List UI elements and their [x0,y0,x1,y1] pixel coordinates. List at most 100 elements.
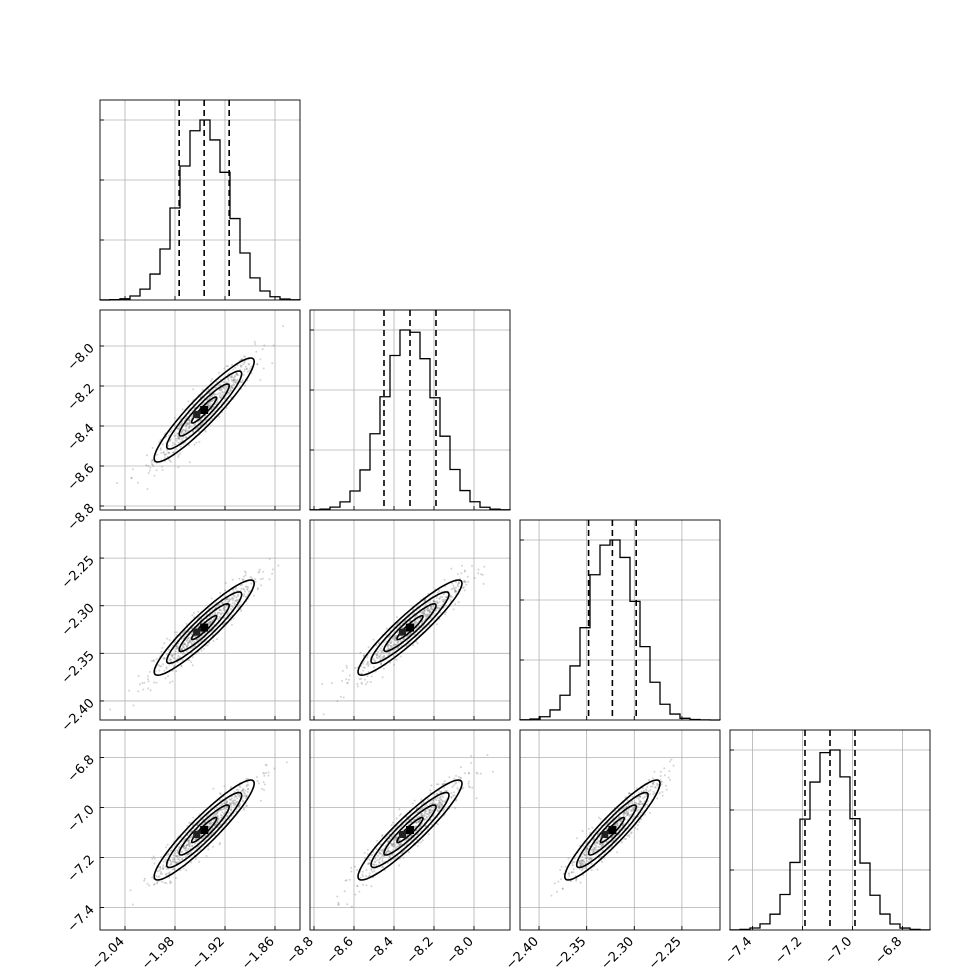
sample-point [188,425,191,427]
sample-point [625,810,628,813]
sample-point [456,573,459,576]
sample-point [356,683,359,685]
sample-point [271,572,274,575]
sample-point [196,426,199,429]
sample-point [223,391,226,394]
sample-point [173,416,176,419]
sample-point [455,781,458,784]
sample-point [455,590,458,593]
sample-point [232,804,235,807]
sample-point [628,792,631,795]
sample-point [626,813,629,816]
sample-point [188,659,191,662]
sample-point [208,404,211,407]
sample-point [433,793,436,796]
sample-point [187,400,190,403]
sample-point [188,640,191,643]
sample-point [176,647,179,650]
sample-point [256,588,259,591]
sample-point [243,588,246,591]
sample-point [185,649,188,652]
sample-point [155,875,158,878]
sample-point [177,436,180,439]
sample-point [212,393,215,396]
sample-point [589,856,592,859]
sample-point [245,777,248,780]
sample-point [174,443,177,446]
sample-point [348,878,351,881]
sample-point [451,785,454,788]
sample-point [180,648,182,651]
sample-point [181,429,184,432]
sample-point [167,451,170,454]
sample-point [178,845,181,848]
sample-point [192,816,195,819]
sample-point [354,666,357,669]
sample-point [225,801,228,804]
sample-point [244,595,247,598]
sample-point [438,597,441,600]
sample-point [215,380,218,383]
sample-point [231,384,234,387]
sample-point [458,780,461,783]
sample-point [388,652,391,655]
sample-point [392,649,395,652]
sample-point [356,685,359,688]
sample-point [179,433,182,436]
sample-point [396,647,399,650]
sample-point [581,859,584,862]
sample-point [151,459,154,461]
sample-point [392,644,395,647]
sample-point [162,451,165,454]
sample-point [189,639,192,642]
sample-point [234,366,237,369]
sample-point [445,596,448,598]
sample-point [171,444,174,447]
sample-point [435,623,438,626]
sample-point [175,670,178,673]
sample-point [384,837,387,840]
sample-point [616,851,619,854]
sample-point [211,378,213,380]
sample-point [601,861,604,863]
sample-point [210,403,212,405]
sample-point [370,675,373,678]
sample-point [232,379,235,382]
sample-point [213,410,216,413]
sample-point [186,639,189,642]
sample-point [455,590,457,593]
sample-point [224,595,227,598]
sample-point [248,363,251,366]
sample-point [199,395,202,398]
density-contour [190,614,218,641]
sample-point [156,453,158,456]
sample-point [581,830,584,832]
sample-point [217,818,220,820]
sample-point [210,380,212,383]
sample-point [254,343,257,345]
sample-point [378,655,380,658]
sample-point [393,630,396,632]
sample-point [181,631,184,634]
sample-point [185,428,188,430]
sample-point [259,358,262,361]
sample-point [637,797,640,800]
sample-point [372,638,375,641]
sample-point [211,400,214,402]
sample-point [652,790,655,793]
sample-point [158,669,161,672]
sample-point [175,437,177,440]
sample-point [179,656,182,659]
sample-point [221,602,224,605]
sample-point [214,387,217,390]
sample-point [395,616,398,619]
x-tick-label: −8.6 [324,934,357,967]
sample-point [203,397,206,400]
sample-point [207,621,210,624]
sample-point [198,860,201,863]
sample-point [453,791,456,794]
sample-point [209,621,212,624]
sample-point [147,680,150,683]
sample-point [425,804,428,807]
sample-point [362,654,365,657]
